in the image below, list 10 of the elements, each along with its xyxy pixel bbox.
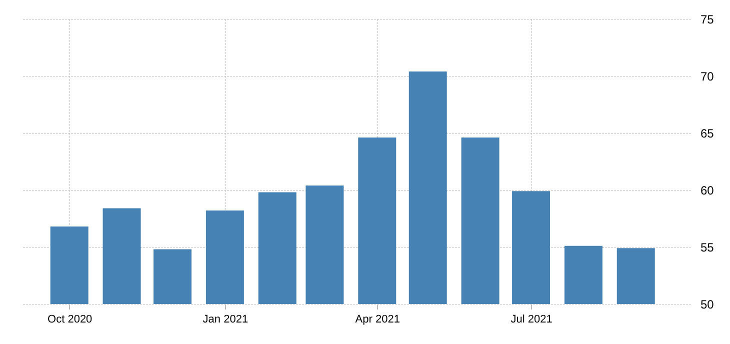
- y-tick-label: 55: [700, 240, 714, 254]
- x-tick-label: Jul 2021: [510, 314, 552, 326]
- x-tick-label: Jan 2021: [202, 314, 248, 326]
- y-tick-label: 65: [700, 126, 714, 140]
- y-tick-label: 75: [700, 12, 714, 26]
- y-tick-label: 60: [700, 184, 714, 198]
- x-tick-label: Apr 2021: [355, 314, 400, 326]
- y-tick-label: 50: [700, 298, 714, 312]
- x-tick-label: Oct 2020: [48, 314, 92, 326]
- y-tick-label: 70: [700, 70, 714, 84]
